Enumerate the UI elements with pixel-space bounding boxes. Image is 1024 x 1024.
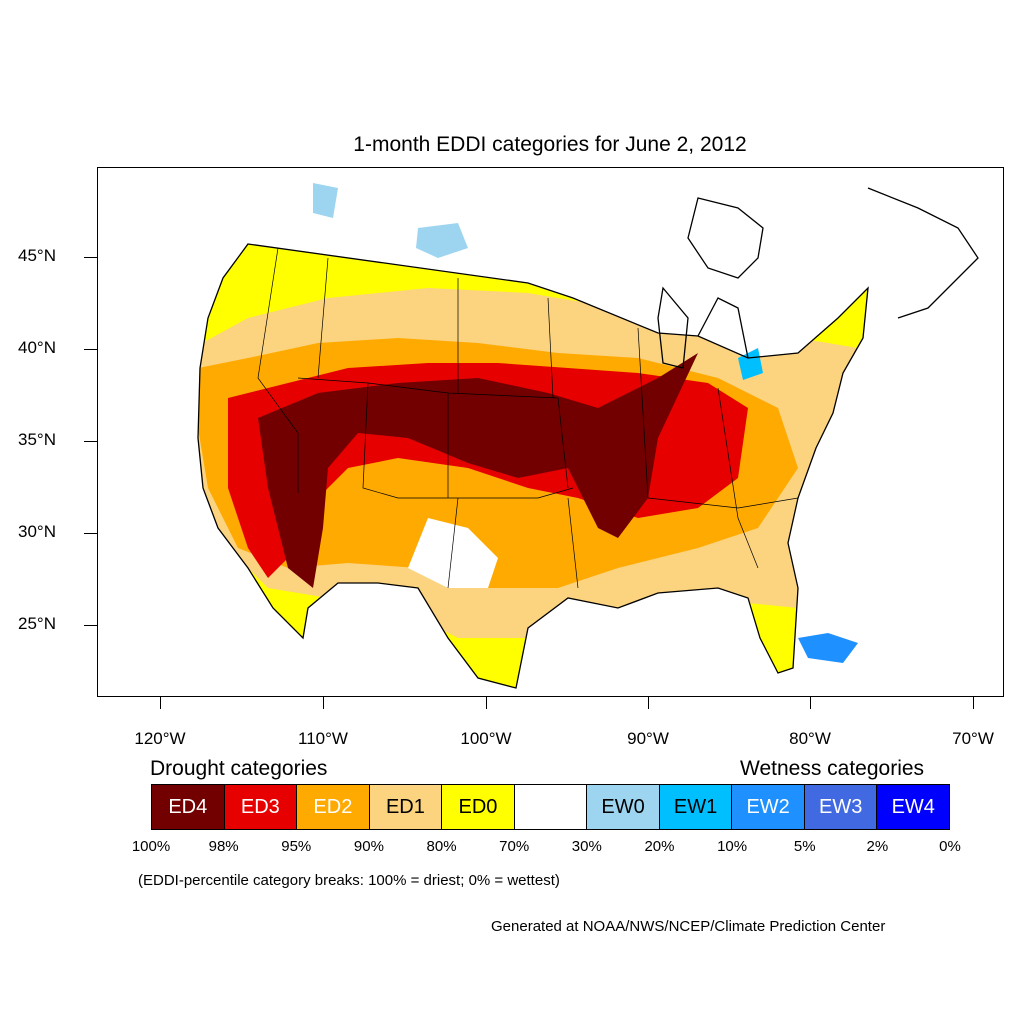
drought-heading: Drought categories [150, 757, 328, 780]
lon-tick-110 [323, 697, 324, 709]
legend-swatch-ed3: ED3 [224, 785, 298, 829]
category-note: (EDDI-percentile category breaks: 100% =… [138, 872, 560, 889]
percentile-label: 98% [208, 838, 239, 855]
percentile-label: 0% [939, 838, 961, 855]
lat-tick-35 [84, 441, 97, 442]
legend-swatch-ew1: EW1 [659, 785, 733, 829]
lat-label-30: 30°N [18, 522, 56, 541]
percentile-label: 95% [281, 838, 312, 855]
percentile-label: 70% [499, 838, 530, 855]
legend-color-bar: ED4 ED3 ED2 ED1 ED0 EW0 EW1 EW2 EW3 EW4 [151, 784, 950, 830]
map-canvas [197, 183, 979, 689]
legend-swatch-ed0: ED0 [442, 785, 515, 829]
lon-label-110: 110°W [298, 729, 348, 748]
lat-tick-40 [84, 349, 97, 350]
legend-swatch-ed1: ED1 [369, 785, 443, 829]
percentile-label: 20% [644, 838, 675, 855]
lon-label-80: 80°W [789, 729, 831, 748]
lat-tick-45 [84, 257, 97, 258]
legend-swatch-ew2: EW2 [732, 785, 805, 829]
wetness-heading: Wetness categories [740, 757, 925, 780]
percentile-label: 2% [866, 838, 889, 855]
lat-label-45: 45°N [18, 246, 56, 265]
lon-tick-100 [486, 697, 487, 709]
percentile-label: 80% [426, 838, 457, 855]
legend-swatch-ew0: EW0 [587, 785, 660, 829]
lat-label-35: 35°N [18, 430, 56, 449]
legend-swatch-ed2: ED2 [297, 785, 370, 829]
lon-label-70: 70°W [952, 729, 994, 748]
lat-label-40: 40°N [18, 338, 56, 357]
legend-swatch-ew3: EW3 [804, 785, 878, 829]
legend-swatch-ed4: ED4 [152, 785, 225, 829]
lon-label-100: 100°W [460, 729, 512, 748]
credit-line: Generated at NOAA/NWS/NCEP/Climate Predi… [491, 918, 886, 935]
lat-tick-30 [84, 533, 97, 534]
percentile-label: 5% [793, 838, 816, 855]
percentile-label: 100% [131, 838, 171, 855]
lon-label-120: 120°W [134, 729, 186, 748]
lon-tick-90 [648, 697, 649, 709]
map-title: 1-month EDDI categories for June 2, 2012 [353, 133, 747, 156]
lat-label-25: 25°N [18, 614, 56, 633]
percentile-label: 30% [571, 838, 602, 855]
lon-label-90: 90°W [627, 729, 669, 748]
percentile-label: 10% [717, 838, 748, 855]
eddi-map [97, 167, 1004, 697]
percentile-label: 90% [353, 838, 384, 855]
lat-tick-25 [84, 625, 97, 626]
lon-tick-120 [160, 697, 161, 709]
lon-tick-80 [810, 697, 811, 709]
lon-tick-70 [973, 697, 974, 709]
legend-swatch-neutral [514, 785, 588, 829]
legend-swatch-ew4: EW4 [877, 785, 950, 829]
